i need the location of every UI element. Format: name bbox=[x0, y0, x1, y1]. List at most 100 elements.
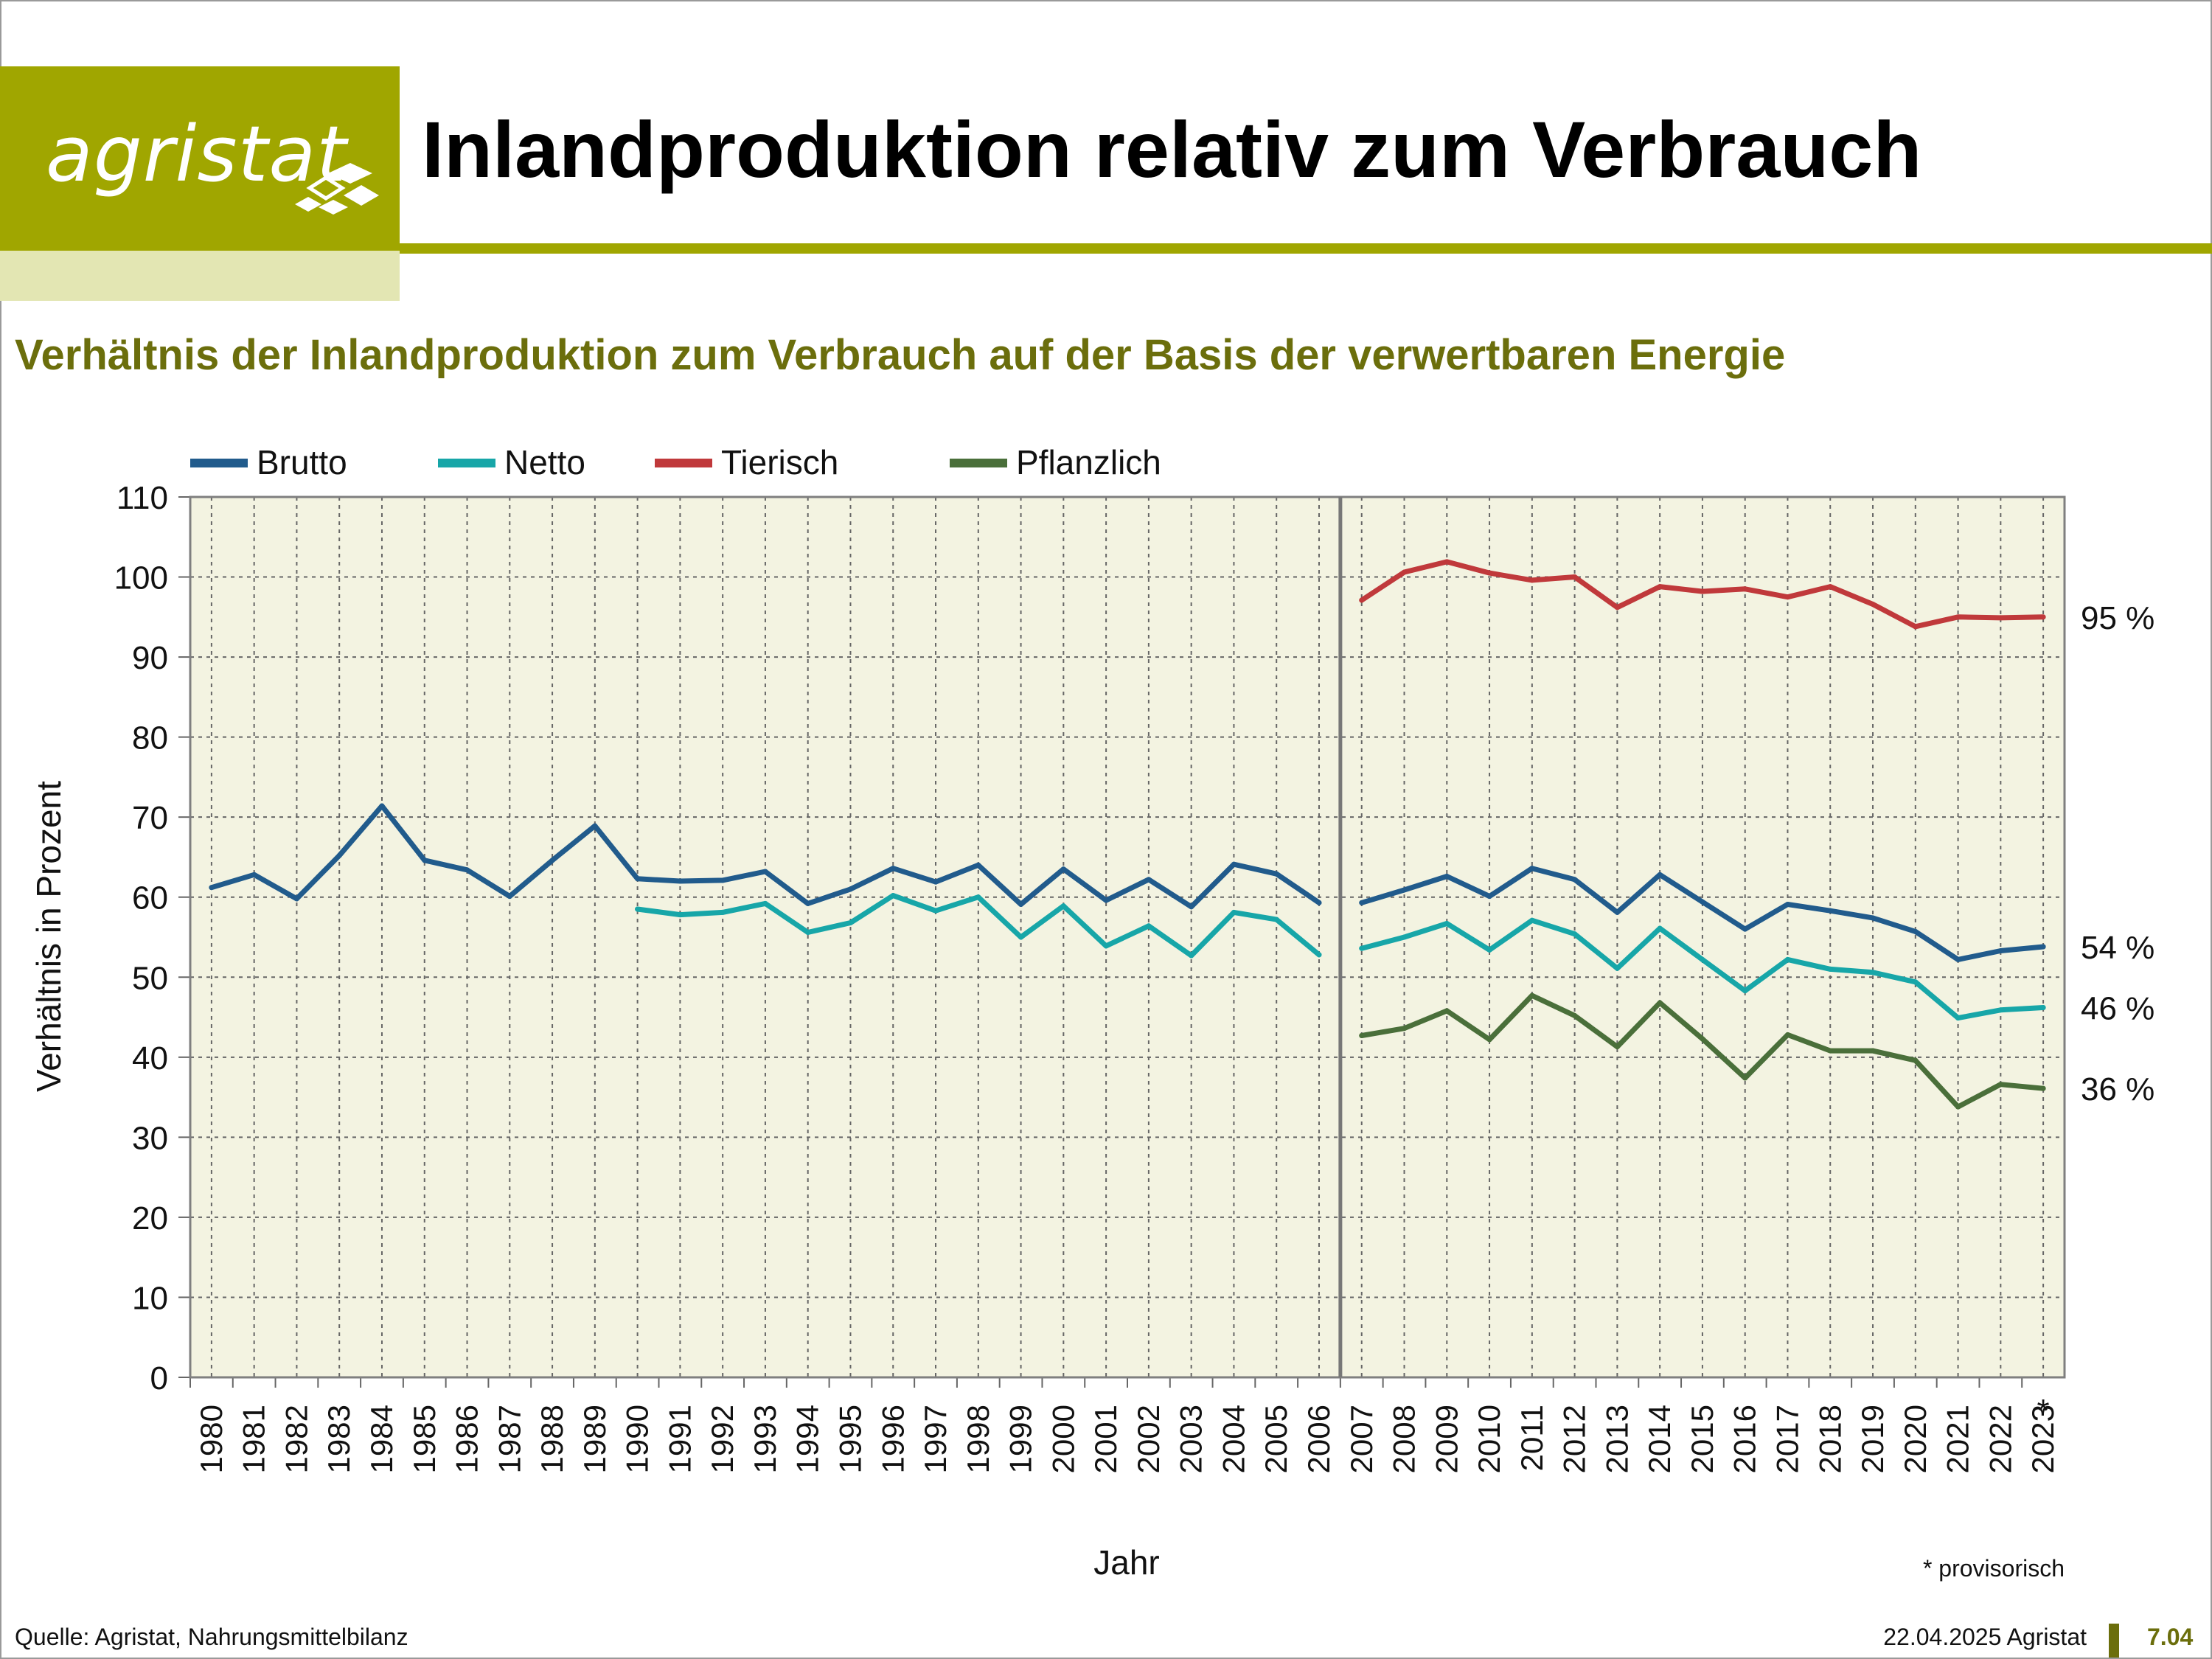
data-point-netto bbox=[1018, 934, 1024, 940]
data-point-brutto bbox=[1189, 904, 1194, 910]
data-point-netto bbox=[1486, 947, 1492, 953]
data-point-brutto bbox=[507, 894, 512, 900]
data-point-tierisch bbox=[1784, 594, 1790, 600]
x-tick-label: 1984 bbox=[364, 1405, 399, 1473]
data-point-brutto bbox=[847, 886, 853, 892]
logo-block bbox=[0, 66, 400, 251]
data-point-brutto bbox=[1359, 900, 1365, 905]
y-tick-label: 10 bbox=[132, 1280, 168, 1316]
data-point-tierisch bbox=[1402, 569, 1408, 575]
y-tick-label: 70 bbox=[132, 800, 168, 836]
data-point-netto bbox=[1955, 1015, 1961, 1021]
data-point-brutto bbox=[592, 823, 598, 829]
page-title: Inlandproduktion relativ zum Verbrauch bbox=[422, 105, 1922, 194]
data-point-brutto bbox=[293, 896, 299, 902]
data-point-brutto bbox=[1273, 871, 1279, 877]
data-point-netto bbox=[1146, 923, 1152, 929]
legend-label-netto: Netto bbox=[504, 443, 585, 481]
data-point-tierisch bbox=[1614, 605, 1620, 611]
provisional-note: * provisorisch bbox=[1923, 1555, 2065, 1582]
legend-label-pflanzlich: Pflanzlich bbox=[1016, 443, 1161, 481]
x-tick-label: 1997 bbox=[918, 1405, 953, 1473]
data-point-pflanzlich bbox=[1359, 1033, 1365, 1039]
data-point-netto bbox=[1657, 925, 1663, 931]
x-tick-label: 2018 bbox=[1812, 1405, 1847, 1473]
data-point-netto bbox=[677, 912, 683, 918]
y-tick-label: 80 bbox=[132, 720, 168, 757]
data-point-netto bbox=[1316, 952, 1322, 958]
data-point-pflanzlich bbox=[1529, 992, 1535, 998]
footer-date: 22.04.2025 Agristat bbox=[1883, 1624, 2087, 1650]
x-tick-label: 1985 bbox=[407, 1405, 442, 1473]
chart-subtitle: Verhältnis der Inlandproduktion zum Verb… bbox=[15, 331, 1786, 379]
x-tick-label: 2019 bbox=[1855, 1405, 1890, 1473]
x-tick-label: 2022 bbox=[1983, 1405, 2017, 1473]
data-point-tierisch bbox=[1827, 584, 1833, 590]
x-tick-label: 1986 bbox=[450, 1405, 484, 1473]
x-tick-label: 2021 bbox=[1941, 1405, 1975, 1473]
x-tick-label: 2004 bbox=[1216, 1405, 1251, 1473]
end-label-pflanzlich: 36 % bbox=[2081, 1071, 2154, 1107]
x-tick-label: 1992 bbox=[705, 1405, 740, 1473]
data-point-netto bbox=[2040, 1005, 2046, 1011]
data-point-pflanzlich bbox=[1657, 1000, 1663, 1006]
y-tick-label: 0 bbox=[150, 1360, 168, 1397]
data-point-netto bbox=[890, 893, 896, 899]
data-point-brutto bbox=[1700, 899, 1705, 905]
x-tick-label: 1995 bbox=[832, 1405, 867, 1473]
y-tick-label: 20 bbox=[132, 1200, 168, 1237]
y-tick-label: 50 bbox=[132, 960, 168, 996]
data-point-brutto bbox=[933, 879, 939, 885]
end-label-tierisch: 95 % bbox=[2081, 600, 2154, 636]
data-point-brutto bbox=[2040, 944, 2046, 950]
data-point-pflanzlich bbox=[1742, 1075, 1748, 1081]
logo-diamond-icon bbox=[295, 163, 379, 215]
data-point-tierisch bbox=[2040, 614, 2046, 620]
plot-border bbox=[189, 495, 2066, 1379]
x-tick-label: 1996 bbox=[875, 1405, 910, 1473]
data-point-brutto bbox=[1316, 900, 1322, 905]
x-tick-label: 1987 bbox=[492, 1405, 526, 1473]
data-point-pflanzlich bbox=[1572, 1012, 1578, 1018]
data-point-netto bbox=[933, 908, 939, 914]
x-tick-label: 2013 bbox=[1599, 1405, 1634, 1473]
x-tick-label: 2000 bbox=[1046, 1405, 1080, 1473]
x-tick-label: 1988 bbox=[535, 1405, 569, 1473]
data-point-netto bbox=[1103, 943, 1109, 949]
data-point-pflanzlich bbox=[1870, 1048, 1876, 1054]
x-tick-label: 2012 bbox=[1557, 1405, 1592, 1473]
data-point-brutto bbox=[336, 852, 342, 858]
data-point-netto bbox=[1870, 970, 1876, 975]
x-tick-label: 2001 bbox=[1088, 1405, 1123, 1473]
data-point-tierisch bbox=[1359, 597, 1365, 603]
x-tick-label: 1989 bbox=[577, 1405, 612, 1473]
y-tick-label: 30 bbox=[132, 1120, 168, 1156]
data-point-netto bbox=[1231, 909, 1237, 915]
x-tick-label: 1994 bbox=[790, 1405, 825, 1473]
data-point-brutto bbox=[209, 885, 215, 891]
data-point-netto bbox=[1189, 953, 1194, 959]
data-point-pflanzlich bbox=[1444, 1008, 1450, 1014]
data-point-brutto bbox=[635, 876, 641, 882]
footer-source: Quelle: Agristat, Nahrungsmittelbilanz bbox=[15, 1624, 408, 1650]
data-point-brutto bbox=[422, 858, 428, 863]
data-point-pflanzlich bbox=[1827, 1048, 1833, 1054]
x-tick-label: 1999 bbox=[1004, 1405, 1038, 1473]
x-tick-label: 2023 bbox=[2025, 1405, 2060, 1473]
data-point-pflanzlich bbox=[2040, 1085, 2046, 1091]
x-tick-label: 2015 bbox=[1685, 1405, 1719, 1473]
x-tick-label: 1998 bbox=[961, 1405, 995, 1473]
logo-wordmark: agristat bbox=[46, 109, 347, 199]
x-tick-label: 1980 bbox=[194, 1405, 229, 1473]
data-point-pflanzlich bbox=[1486, 1037, 1492, 1043]
data-point-brutto bbox=[1444, 874, 1450, 880]
data-point-netto bbox=[1913, 979, 1919, 985]
y-tick-label: 40 bbox=[132, 1040, 168, 1077]
data-point-netto bbox=[1827, 966, 1833, 972]
x-tick-label: 2020 bbox=[1898, 1405, 1933, 1473]
data-point-netto bbox=[635, 906, 641, 912]
data-point-brutto bbox=[379, 803, 385, 809]
legend-label-brutto: Brutto bbox=[257, 443, 347, 481]
